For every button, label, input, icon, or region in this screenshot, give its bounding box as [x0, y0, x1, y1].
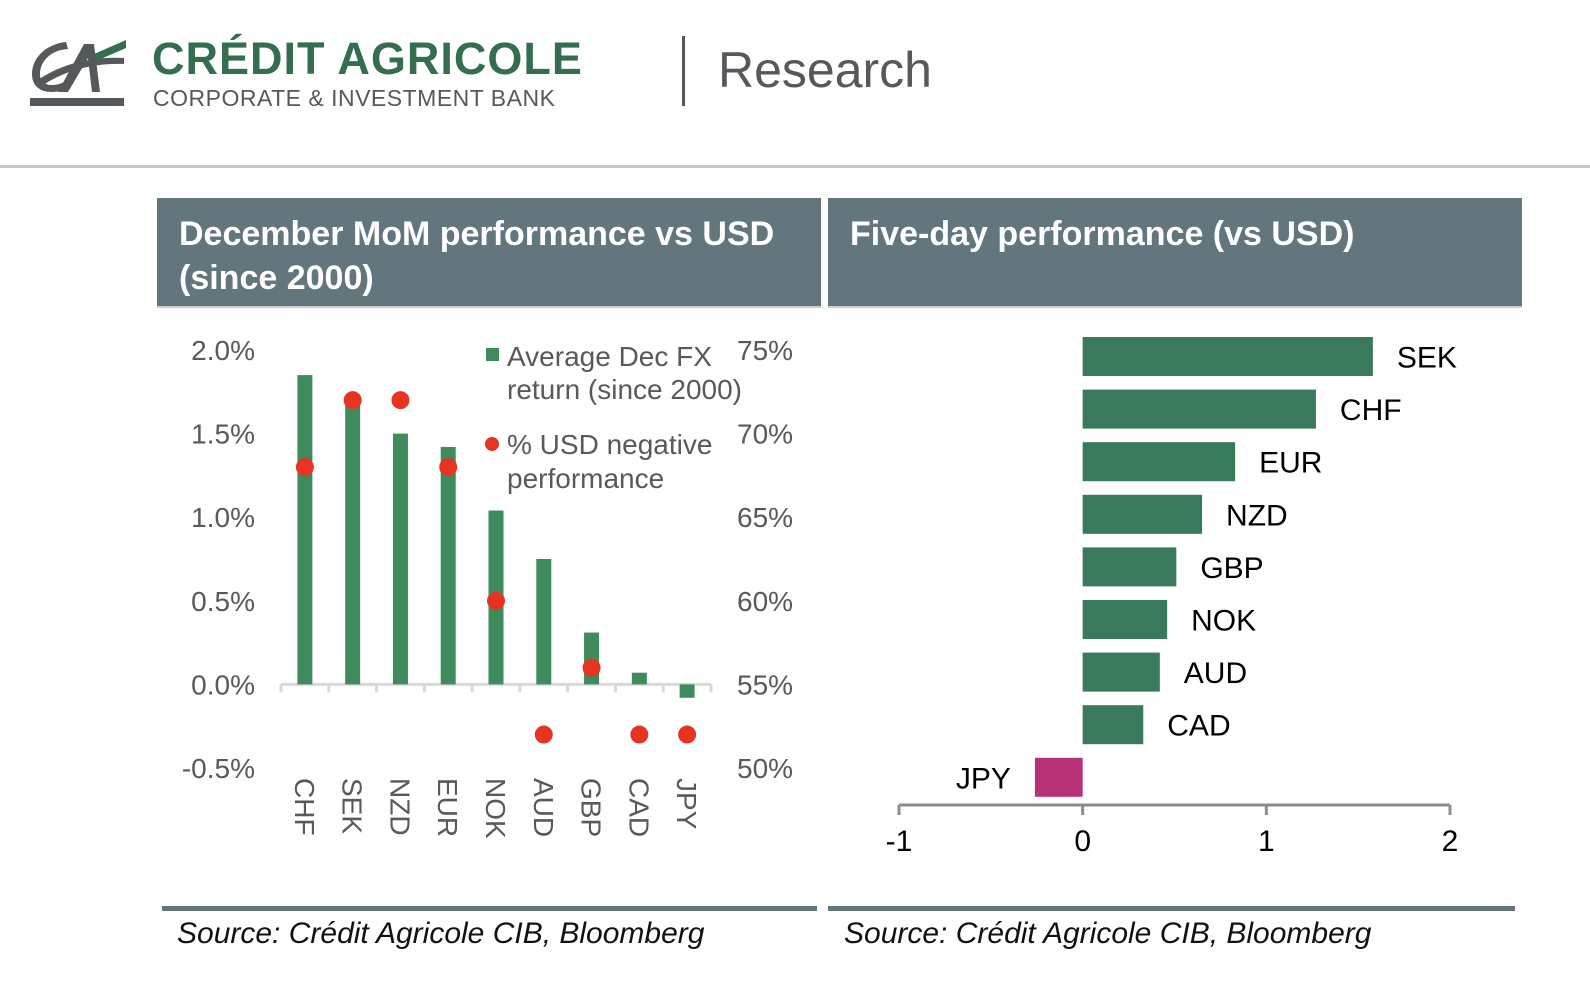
legend-dot-label-line1: % USD negative [507, 429, 712, 460]
hbar-label: JPY [956, 762, 1011, 795]
header-divider [682, 36, 685, 106]
left-axis-tick-label: 1.5% [191, 419, 255, 450]
brand-subtitle: CORPORATE & INVESTMENT BANK [153, 85, 556, 111]
dot-jpy [678, 725, 697, 744]
hbar-label: CHF [1340, 394, 1402, 427]
dot-aud [534, 725, 553, 744]
legend-dot-label-line2: performance [507, 463, 664, 494]
x-category-label: CHF [289, 778, 320, 836]
hbar-label: CAD [1167, 710, 1230, 743]
legend-bar-marker [486, 348, 499, 361]
hbar-gbp [1082, 547, 1177, 587]
left-axis-tick-label: -0.5% [182, 753, 255, 784]
section-title: Research [718, 42, 932, 98]
dot-nok [487, 591, 505, 610]
x-category-label: NZD [384, 778, 415, 836]
x-axis-tick-label: 1 [1258, 825, 1275, 858]
bar-cad [631, 672, 647, 685]
dot-gbp [582, 658, 601, 677]
hbar-chf [1082, 389, 1316, 429]
five-day-performance-chart: SEK CHF EUR NZD GBP NOK AUD CAD JPY -1 0 1 2 [886, 337, 1459, 858]
x-category-label: EUR [432, 778, 463, 837]
right-axis-tick-label: 65% [737, 502, 793, 533]
left-axis-tick-label: 2.0% [191, 335, 255, 366]
hbar-cad [1082, 705, 1144, 745]
right-axis-tick-label: 55% [737, 669, 793, 700]
x-category-label: SEK [337, 778, 368, 834]
right-axis-tick-label: 50% [737, 753, 793, 784]
x-category-label: CAD [623, 778, 654, 837]
left-source-rule [162, 906, 817, 911]
x-category-label: AUD [528, 778, 559, 837]
hbar-label: NOK [1191, 605, 1256, 638]
x-axis-tick-label: -1 [886, 825, 913, 858]
hbar-label: AUD [1184, 657, 1247, 690]
legend-dot-marker [485, 437, 499, 451]
x-category-label: NOK [480, 778, 511, 839]
bar-nzd [392, 433, 408, 685]
dot-eur [439, 458, 458, 477]
left-axis-tick-label: 0.5% [191, 586, 255, 617]
right-panel-title: Five-day performance (vs USD) [828, 198, 1522, 308]
bar-jpy [679, 684, 695, 698]
credit-agricole-logo-icon [30, 40, 126, 106]
x-category-label: JPY [671, 778, 702, 830]
left-source-note: Source: Crédit Agricole CIB, Bloomberg [177, 917, 705, 950]
hbar-eur [1082, 442, 1236, 482]
brand-name: CRÉDIT AGRICOLE [152, 33, 583, 84]
right-axis-tick-label: 70% [737, 419, 793, 450]
hbar-label: EUR [1259, 447, 1322, 480]
left-panel-title: December MoM performance vs USD (since 2… [157, 198, 821, 308]
bar-eur [440, 446, 456, 685]
right-source-note: Source: Crédit Agricole CIB, Bloomberg [844, 917, 1372, 950]
hbar-jpy [1034, 757, 1083, 797]
december-mom-chart: 2.0% 1.5% 1.0% 0.5% 0.0% -0.5% 75% 70% 65% 60% 55%… [182, 335, 793, 839]
hbar-nzd [1082, 494, 1203, 534]
hbar-label: GBP [1200, 552, 1263, 585]
right-axis-tick-label: 60% [737, 586, 793, 617]
bar-chf [297, 375, 313, 685]
x-axis-tick-label: 2 [1442, 825, 1459, 858]
hbar-label: SEK [1397, 342, 1457, 375]
hbar-sek [1082, 337, 1373, 376]
dot-chf [295, 458, 314, 477]
left-axis-tick-label: 1.0% [191, 502, 255, 533]
report-header: CRÉDIT AGRICOLE CORPORATE & INVESTMENT B… [0, 0, 1590, 168]
hbar-label: NZD [1226, 499, 1288, 532]
legend-bar-label-line1: Average Dec FX [507, 341, 712, 372]
right-source-rule [828, 906, 1515, 911]
dot-cad [630, 725, 649, 744]
legend-bar-label-line2: return (since 2000) [507, 374, 742, 405]
x-category-label: GBP [576, 778, 607, 837]
dot-nzd [391, 391, 410, 410]
right-axis-tick-label: 75% [737, 335, 793, 366]
dot-sek [343, 391, 362, 410]
left-axis-tick-label: 0.0% [191, 669, 255, 700]
x-axis-tick-label: 0 [1074, 825, 1091, 858]
bar-sek [345, 400, 361, 685]
hbar-nok [1082, 600, 1168, 639]
hbar-aud [1082, 652, 1160, 692]
bar-aud [536, 559, 552, 685]
